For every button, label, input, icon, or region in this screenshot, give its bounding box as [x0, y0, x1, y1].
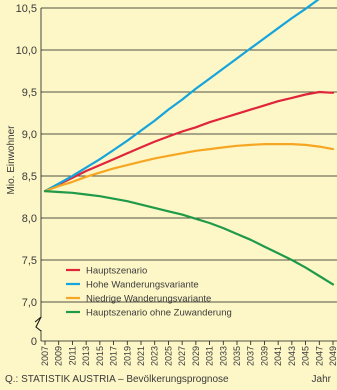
x-tick-label: 2011	[67, 346, 77, 365]
x-tick-label: 2019	[122, 346, 132, 366]
x-tick-label: 2007	[40, 346, 50, 366]
x-tick-label: 2025	[163, 346, 173, 366]
legend-label: Hohe Wanderungsvariante	[86, 280, 199, 291]
x-tick-label: 2041	[273, 346, 283, 366]
legend-label: Niedrige Wanderungsvariante	[86, 294, 211, 305]
x-tick-label: 2035	[232, 346, 242, 366]
y-tick-label: 7,5	[22, 255, 37, 267]
y-tick-label: 9,0	[22, 129, 37, 141]
x-tick-label: 2033	[218, 346, 228, 366]
series-line	[43, 143, 335, 193]
series-line	[43, 90, 335, 193]
legend-label: Hauptszenario ohne Zuwanderung	[86, 308, 232, 319]
y-tick-label: 8,5	[22, 171, 37, 183]
x-tick-label: 2021	[136, 346, 146, 366]
x-axis-title: Jahr	[312, 374, 332, 385]
y-tick-label: 9,5	[22, 87, 37, 99]
y-tick-label: 10,5	[16, 3, 37, 15]
source-note: Q.: STATISTIK AUSTRIA – Bevölkerungsprog…	[5, 374, 229, 385]
x-tick-label: 2043	[287, 346, 297, 366]
x-tick-label: 2037	[246, 346, 256, 366]
y-tick-label: 10,0	[16, 45, 37, 57]
x-tick-label: 2047	[314, 346, 324, 366]
x-tick-label: 2017	[109, 346, 119, 366]
legend-label: Hauptszenario	[86, 266, 147, 277]
x-tick-label: 2029	[191, 346, 201, 366]
x-tick-label: 2015	[95, 346, 105, 366]
y-axis-title: Mio. Einwohner	[6, 125, 17, 195]
series-line	[43, 190, 335, 286]
x-tick-label: 2013	[81, 346, 91, 366]
x-tick-label: 2023	[150, 346, 160, 366]
x-tick-label: 2049	[328, 346, 337, 366]
y-tick-label: 7,0	[22, 297, 37, 309]
x-tick-label: 2027	[177, 346, 187, 366]
y-tick-label: 0	[31, 336, 37, 348]
x-tick-label: 2009	[54, 346, 64, 366]
axis-break-mark	[34, 316, 42, 332]
x-tick-label: 2039	[259, 346, 269, 366]
x-tick-label: 2045	[301, 346, 311, 366]
series-line	[43, 0, 320, 193]
x-tick-label: 2031	[205, 346, 215, 366]
y-tick-label: 8,0	[22, 213, 37, 225]
